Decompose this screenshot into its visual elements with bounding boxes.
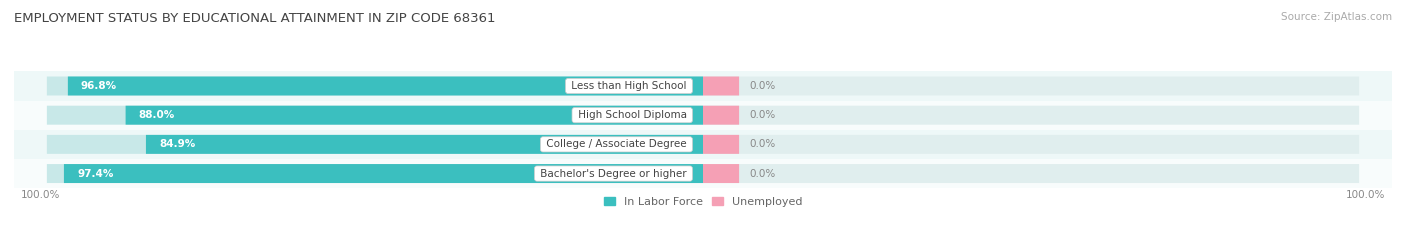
Bar (14, 101, 1392, 130)
Text: High School Diploma: High School Diploma (575, 110, 690, 120)
FancyBboxPatch shape (146, 135, 703, 154)
FancyBboxPatch shape (46, 164, 703, 183)
FancyBboxPatch shape (703, 106, 740, 125)
Text: Bachelor's Degree or higher: Bachelor's Degree or higher (537, 168, 690, 178)
FancyBboxPatch shape (703, 76, 1360, 96)
FancyBboxPatch shape (703, 135, 740, 154)
Text: 0.0%: 0.0% (749, 168, 775, 178)
FancyBboxPatch shape (67, 76, 703, 96)
Text: 84.9%: 84.9% (159, 139, 195, 149)
Bar (14, 71, 1392, 101)
Text: 0.0%: 0.0% (749, 110, 775, 120)
FancyBboxPatch shape (46, 76, 703, 96)
Legend: In Labor Force, Unemployed: In Labor Force, Unemployed (599, 192, 807, 212)
Text: EMPLOYMENT STATUS BY EDUCATIONAL ATTAINMENT IN ZIP CODE 68361: EMPLOYMENT STATUS BY EDUCATIONAL ATTAINM… (14, 12, 495, 25)
Text: Less than High School: Less than High School (568, 81, 690, 91)
Text: 0.0%: 0.0% (749, 81, 775, 91)
Text: College / Associate Degree: College / Associate Degree (543, 139, 690, 149)
FancyBboxPatch shape (63, 164, 703, 183)
FancyBboxPatch shape (46, 135, 703, 154)
Bar (14, 159, 1392, 188)
FancyBboxPatch shape (703, 164, 740, 183)
Text: 100.0%: 100.0% (21, 190, 60, 200)
FancyBboxPatch shape (703, 164, 1360, 183)
FancyBboxPatch shape (703, 135, 1360, 154)
Text: 97.4%: 97.4% (77, 168, 114, 178)
Text: 96.8%: 96.8% (82, 81, 117, 91)
FancyBboxPatch shape (703, 76, 740, 96)
Text: Source: ZipAtlas.com: Source: ZipAtlas.com (1281, 12, 1392, 22)
FancyBboxPatch shape (125, 106, 703, 125)
Text: 88.0%: 88.0% (139, 110, 174, 120)
Bar (14, 130, 1392, 159)
FancyBboxPatch shape (703, 106, 1360, 125)
FancyBboxPatch shape (46, 106, 703, 125)
Text: 0.0%: 0.0% (749, 139, 775, 149)
Text: 100.0%: 100.0% (1346, 190, 1385, 200)
